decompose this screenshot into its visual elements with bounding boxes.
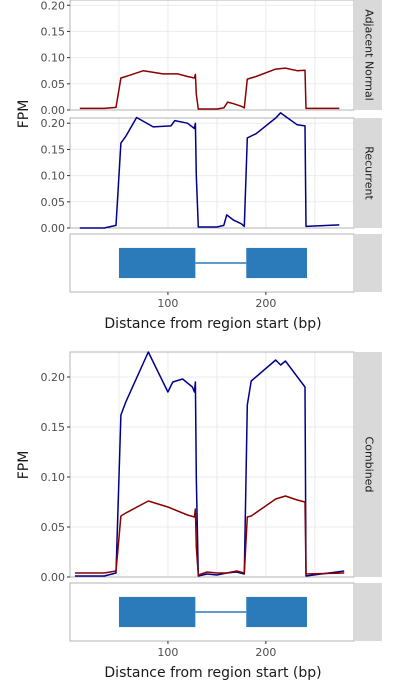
y-tick-label: 0.15 (41, 25, 66, 38)
y-axis-title: FPM (16, 451, 32, 480)
panel-border (69, 351, 355, 578)
x-tick-label: 200 (255, 297, 276, 310)
y-tick-label: 0.15 (41, 421, 66, 434)
y-tick-label: 0.05 (41, 196, 66, 209)
series-line-0 (79, 112, 340, 229)
y-tick-label: 0.10 (41, 170, 66, 183)
series-line-0 (79, 67, 340, 110)
y-axis-title: FPM (16, 100, 32, 129)
facet-strip (355, 583, 382, 641)
y-tick-label: 0.00 (41, 222, 66, 235)
facet-strip-label: Recurrent (363, 146, 376, 200)
y-tick-label: 0.15 (41, 143, 66, 156)
x-tick-label: 100 (157, 297, 178, 310)
facet-strip (355, 118, 382, 228)
plot-panel (70, 118, 354, 228)
x-tick-label: 200 (255, 646, 276, 659)
y-tick-label: 0.05 (41, 521, 66, 534)
y-tick-label: 0.00 (41, 571, 66, 584)
x-axis-title: Distance from region start (bp) (104, 316, 321, 332)
plot-panel (70, 0, 354, 110)
y-tick-label: 0.20 (41, 117, 66, 130)
facet-strip-label: Combined (363, 437, 376, 493)
y-tick-label: 0.05 (41, 78, 66, 91)
series-line-1 (74, 495, 345, 576)
facet-strip-label: Adjacent Normal (363, 9, 376, 101)
facet-strip (355, 352, 382, 577)
facet-strip (355, 234, 382, 292)
plot-panel (70, 352, 354, 577)
x-tick-label: 100 (157, 646, 178, 659)
exon-block (246, 596, 307, 628)
y-tick-label: 0.20 (41, 371, 66, 384)
panel-border (69, 117, 355, 229)
y-tick-label: 0.10 (41, 52, 66, 65)
y-tick-label: 0.00 (41, 104, 66, 117)
exon-block (246, 247, 307, 279)
panel-border (69, 0, 355, 111)
y-tick-label: 0.10 (41, 471, 66, 484)
y-tick-label: 0.20 (41, 0, 66, 12)
exon-block (118, 596, 196, 628)
series-line-0 (74, 351, 345, 577)
exon-block (118, 247, 196, 279)
x-axis-title: Distance from region start (bp) (104, 665, 321, 681)
facet-strip (355, 0, 382, 110)
